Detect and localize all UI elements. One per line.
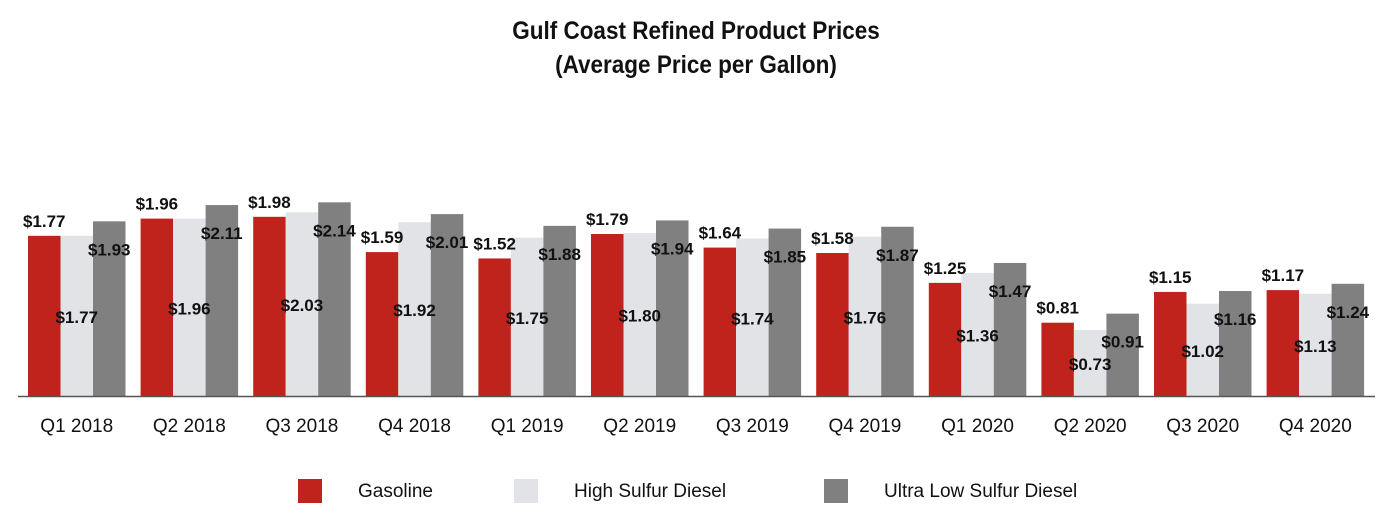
bar-gasoline-q3-2019 [703, 247, 737, 396]
bar-chart: Q1 2018 Q2 2018 Q3 2018 Q4 2018 Q1 2019 Q2 20… [18, 193, 1375, 437]
legend-label-high-sulfur-diesel: High Sulfur Diesel [574, 481, 727, 502]
data-label-high-sulfur-diesel-q3-2018: $2.03 [281, 296, 324, 315]
bar-ultra-low-sulfur-diesel-q2-2020 [1106, 313, 1139, 396]
bar-ultra-low-sulfur-diesel-q4-2019 [881, 226, 914, 396]
data-label-high-sulfur-diesel-q2-2018: $1.96 [168, 299, 211, 318]
data-label-high-sulfur-diesel-q1-2018: $1.77 [55, 308, 98, 327]
data-label-high-sulfur-diesel-q4-2020: $1.13 [1294, 337, 1337, 356]
bar-high-sulfur-diesel-q1-2020 [961, 272, 994, 396]
data-label-gasoline-q4-2020: $1.17 [1262, 266, 1305, 285]
bar-ultra-low-sulfur-diesel-q3-2019 [768, 228, 802, 396]
data-label-high-sulfur-diesel-q1-2019: $1.75 [506, 309, 549, 328]
data-label-high-sulfur-diesel-q3-2020: $1.02 [1181, 342, 1224, 361]
data-label-high-sulfur-diesel-q2-2020: $0.73 [1069, 355, 1112, 374]
bar-gasoline-q1-2018 [28, 235, 61, 396]
bar-ultra-low-sulfur-diesel-q3-2018 [318, 202, 351, 396]
bar-high-sulfur-diesel-q3-2020 [1186, 303, 1219, 396]
chart-title-line-2: (Average Price per Gallon) [555, 51, 837, 79]
data-label-gasoline-q1-2019: $1.52 [473, 234, 516, 253]
data-label-ultra-low-sulfur-diesel-q3-2020: $1.16 [1214, 310, 1257, 329]
data-label-high-sulfur-diesel-q2-2019: $1.80 [618, 307, 661, 326]
bar-gasoline-q2-2020 [1041, 322, 1074, 396]
bar-ultra-low-sulfur-diesel-q1-2018 [93, 221, 126, 396]
legend-label-ultra-low-sulfur-diesel: Ultra Low Sulfur Diesel [884, 481, 1078, 502]
data-label-gasoline-q4-2019: $1.58 [811, 229, 854, 248]
bar-gasoline-q2-2019 [591, 234, 624, 396]
legend-swatch-gasoline [298, 479, 322, 503]
bar-high-sulfur-diesel-q4-2018 [398, 222, 431, 396]
bar-ultra-low-sulfur-diesel-q1-2020 [993, 262, 1027, 396]
data-label-high-sulfur-diesel-q1-2020: $1.36 [956, 326, 999, 345]
data-label-ultra-low-sulfur-diesel-q2-2019: $1.94 [651, 239, 694, 258]
data-label-ultra-low-sulfur-diesel-q4-2018: $2.01 [426, 233, 469, 252]
chart-title-line-1: Gulf Coast Refined Product Prices [512, 17, 880, 45]
data-label-high-sulfur-diesel-q4-2019: $1.76 [844, 308, 887, 327]
data-label-gasoline-q2-2019: $1.79 [586, 210, 629, 229]
bar-high-sulfur-diesel-q3-2019 [736, 238, 769, 396]
legend: Gasoline High Sulfur Diesel Ultra Low Su… [0, 477, 1392, 507]
bar-gasoline-q4-2020 [1266, 290, 1300, 396]
x-tick-label-q2-2020: Q2 2020 [1054, 416, 1127, 437]
data-label-ultra-low-sulfur-diesel-q3-2018: $2.14 [313, 221, 356, 240]
x-tick-label-q3-2019: Q3 2019 [716, 416, 789, 437]
bar-ultra-low-sulfur-diesel-q4-2018 [430, 214, 464, 396]
bar-high-sulfur-diesel-q1-2018 [60, 235, 93, 396]
data-label-ultra-low-sulfur-diesel-q1-2019: $1.88 [538, 245, 581, 264]
x-tick-label-q1-2020: Q1 2020 [941, 416, 1014, 437]
bar-high-sulfur-diesel-q4-2020 [1299, 293, 1332, 396]
data-label-ultra-low-sulfur-diesel-q1-2020: $1.47 [989, 282, 1032, 301]
x-tick-label-q2-2018: Q2 2018 [153, 416, 226, 437]
bar-gasoline-q1-2019 [478, 258, 511, 396]
bar-gasoline-q4-2019 [816, 253, 849, 396]
bar-high-sulfur-diesel-q2-2019 [623, 233, 656, 396]
x-tick-label-q2-2019: Q2 2019 [603, 416, 676, 437]
legend-label-gasoline: Gasoline [358, 481, 433, 502]
x-tick-label-q3-2020: Q3 2020 [1166, 416, 1239, 437]
bar-high-sulfur-diesel-q2-2020 [1073, 329, 1107, 396]
bar-ultra-low-sulfur-diesel-q2-2019 [656, 220, 689, 396]
bar-gasoline-q2-2018 [140, 218, 174, 396]
data-label-gasoline-q3-2019: $1.64 [699, 224, 742, 243]
data-label-gasoline-q3-2018: $1.98 [248, 193, 291, 212]
data-label-gasoline-q1-2018: $1.77 [23, 212, 66, 231]
data-label-gasoline-q2-2018: $1.96 [136, 195, 179, 214]
x-tick-label-q4-2018: Q4 2018 [378, 416, 451, 437]
chart-title: Gulf Coast Refined Product Prices (Avera… [0, 14, 1392, 82]
data-label-high-sulfur-diesel-q3-2019: $1.74 [731, 309, 774, 328]
legend-swatch-ultra-low-sulfur-diesel [824, 479, 848, 503]
bar-gasoline-q3-2020 [1154, 291, 1187, 396]
data-label-gasoline-q1-2020: $1.25 [924, 259, 967, 278]
bar-gasoline-q4-2018 [365, 252, 399, 396]
data-label-ultra-low-sulfur-diesel-q4-2020: $1.24 [1327, 303, 1370, 322]
data-label-high-sulfur-diesel-q4-2018: $1.92 [393, 301, 436, 320]
x-tick-label-q4-2019: Q4 2019 [828, 416, 901, 437]
x-tick-label-q4-2020: Q4 2020 [1279, 416, 1352, 437]
x-tick-label-q1-2019: Q1 2019 [491, 416, 564, 437]
bar-ultra-low-sulfur-diesel-q1-2019 [543, 225, 576, 396]
x-tick-label-q3-2018: Q3 2018 [265, 416, 338, 437]
bar-ultra-low-sulfur-diesel-q4-2020 [1331, 283, 1365, 396]
x-tick-label-q1-2018: Q1 2018 [40, 416, 113, 437]
data-label-gasoline-q3-2020: $1.15 [1149, 268, 1192, 287]
bar-high-sulfur-diesel-q2-2018 [173, 218, 206, 396]
bar-ultra-low-sulfur-diesel-q2-2018 [205, 205, 239, 396]
data-label-ultra-low-sulfur-diesel-q1-2018: $1.93 [88, 240, 131, 259]
bar-gasoline-q3-2018 [253, 216, 286, 396]
data-label-gasoline-q2-2020: $0.81 [1036, 299, 1079, 318]
bar-gasoline-q1-2020 [928, 282, 962, 396]
bar-high-sulfur-diesel-q3-2018 [285, 212, 319, 396]
data-label-ultra-low-sulfur-diesel-q4-2019: $1.87 [876, 246, 919, 265]
data-label-ultra-low-sulfur-diesel-q3-2019: $1.85 [764, 248, 807, 267]
data-label-ultra-low-sulfur-diesel-q2-2020: $0.91 [1101, 333, 1144, 352]
data-label-ultra-low-sulfur-diesel-q2-2018: $2.11 [201, 224, 243, 243]
legend-swatch-high-sulfur-diesel [514, 479, 538, 503]
bar-high-sulfur-diesel-q1-2019 [510, 237, 544, 396]
data-label-gasoline-q4-2018: $1.59 [361, 228, 404, 247]
bar-ultra-low-sulfur-diesel-q3-2020 [1219, 291, 1252, 396]
bar-high-sulfur-diesel-q4-2019 [848, 236, 882, 396]
